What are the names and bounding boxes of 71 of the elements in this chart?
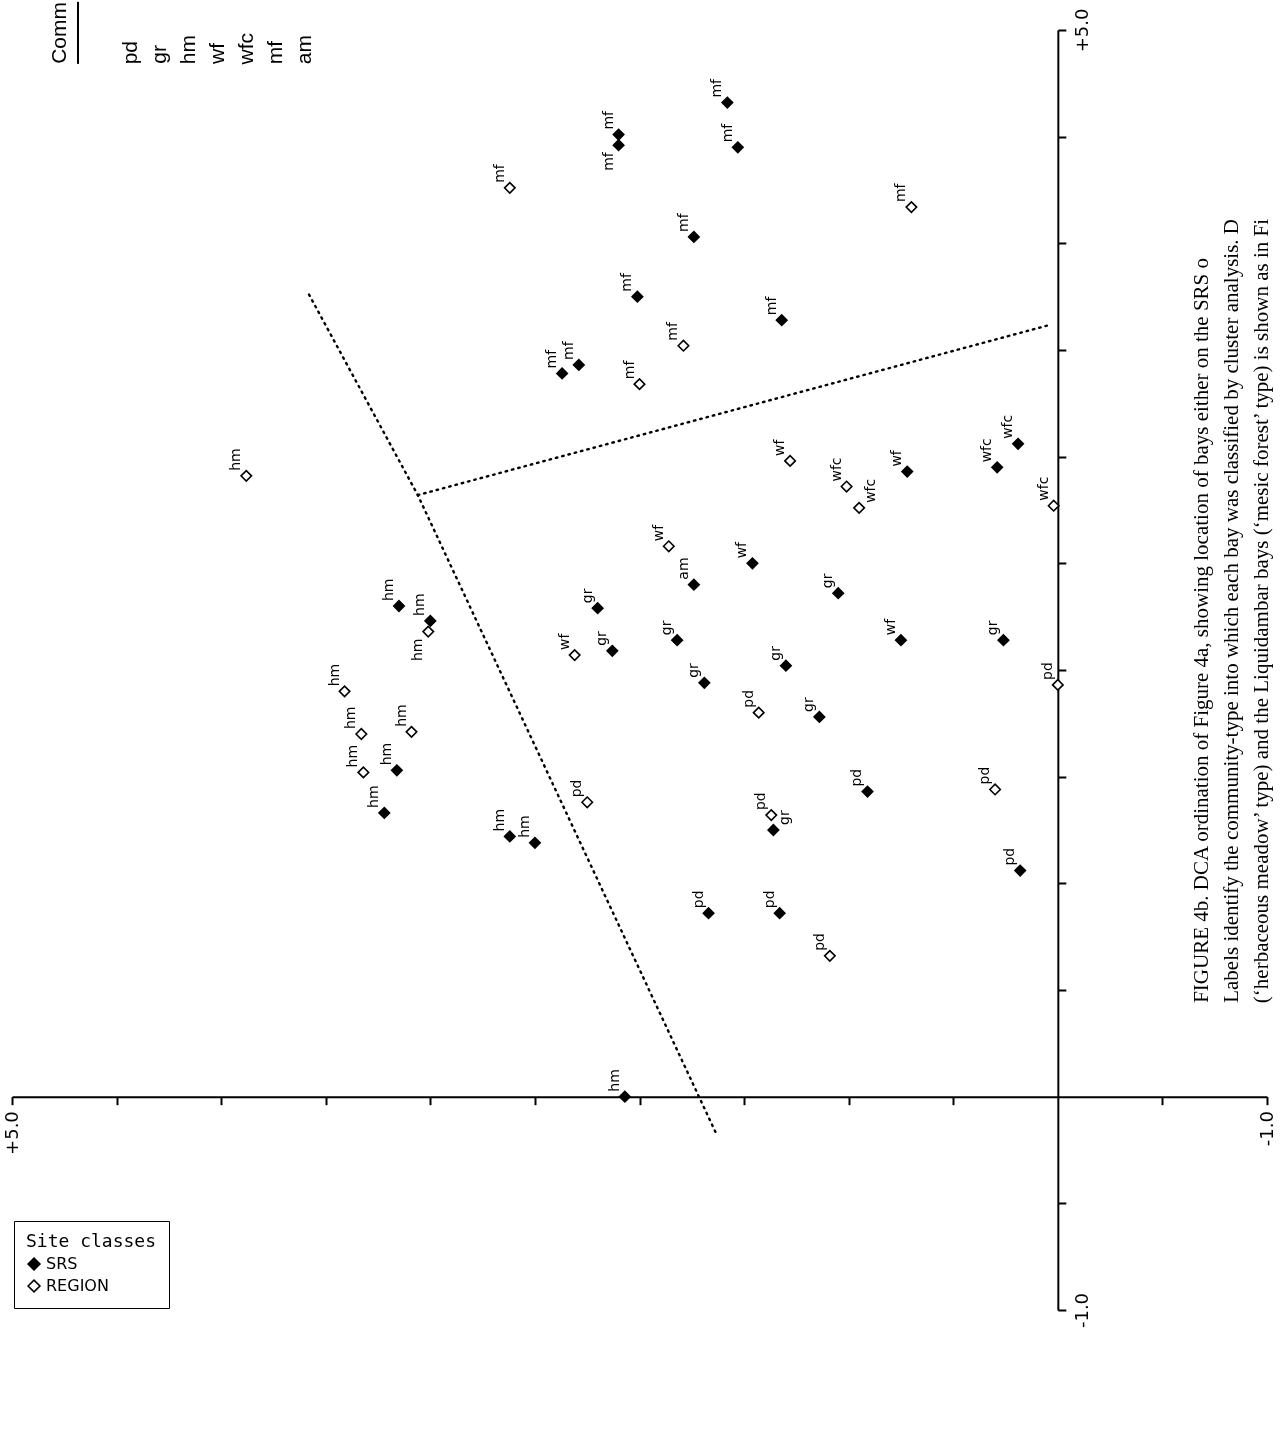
annotation: pd [810,933,827,951]
annotation: pd [117,40,142,64]
annotation: wf [204,43,229,64]
annotation: mf [262,40,287,64]
annotation: hm [379,578,396,601]
annotation: mf [664,321,681,341]
legend-label: REGION [46,1276,109,1295]
annotation: gr [658,620,675,636]
annotation: pd [1038,662,1055,680]
annotation: hm [605,1069,622,1092]
annotation: wf [888,449,905,467]
annotation: hm [227,448,244,471]
annotation: pd [1001,847,1018,866]
annotation: wfc [999,414,1016,439]
annotation: mf [620,359,637,380]
annotation: hm [409,638,426,662]
annotation: hm [411,593,428,616]
annotation: mf [674,212,691,232]
annotation: pd [568,779,585,798]
annotation: wf [733,540,750,559]
annotation: mf [599,109,616,130]
annotation: wfc [1034,476,1051,501]
annotation: hm [377,742,394,766]
annotation: hm [344,744,361,768]
annotation: gr [578,588,595,604]
annotation: mf [543,348,560,369]
annotation: mf [599,151,616,171]
annotation: hm [175,34,200,64]
annotation: gr [593,630,610,646]
annotation: pd [689,890,706,909]
annotation: gr [146,45,171,64]
annotation: mf [618,272,635,292]
annotation: mf [718,122,735,143]
annotation: mf [762,295,779,316]
annotation: pd [848,768,865,787]
annotation: pd [760,890,777,909]
annotation: wf [771,438,788,456]
annotation: gr [685,662,702,678]
legend-title: Site classes [26,1230,157,1251]
annotation: hm [365,785,382,808]
annotation: hm [490,808,507,832]
annotation: gr [766,645,783,661]
annotation: am [674,557,691,580]
annotation: pd [976,766,993,785]
annotation: mf [892,182,909,203]
annotation: hm [392,704,409,727]
annotation: wfc [978,438,995,463]
annotation: wfc [827,457,844,482]
annotation: mf [490,163,507,183]
annotation: gr [776,810,793,825]
annotation: wf [649,523,666,542]
legend-label: SRS [46,1254,78,1273]
annotation: wf [555,632,572,651]
annotation: wfc [233,32,258,64]
annotation: mf [708,77,725,98]
annotation: hm [325,663,342,687]
annotation: gr [984,620,1001,636]
annotation: pd [752,792,769,811]
annotation: am [291,34,316,64]
annotation: hm [342,706,359,729]
annotation: pd [739,689,756,708]
text: Comm [44,2,79,64]
annotation: (‘herbaceous meadow’ type) and the Liquidambar bays (‘mesic forest’ type) is shown as in Fi [1248,218,1274,1003]
annotation: gr [819,573,836,589]
annotation: hm [515,815,532,838]
annotation: mf [559,340,576,360]
annotation: wf [881,617,898,636]
annotation: gr [800,697,817,712]
annotation: FIGURE 4b. DCA ordination of Figure 4a, showing location of bays either on the SRS o [1188,258,1214,1003]
annotation: Labels identify the community-type into which each bay was classified by cluster analysis. D [1218,219,1244,1003]
annotation: wfc [862,478,879,503]
